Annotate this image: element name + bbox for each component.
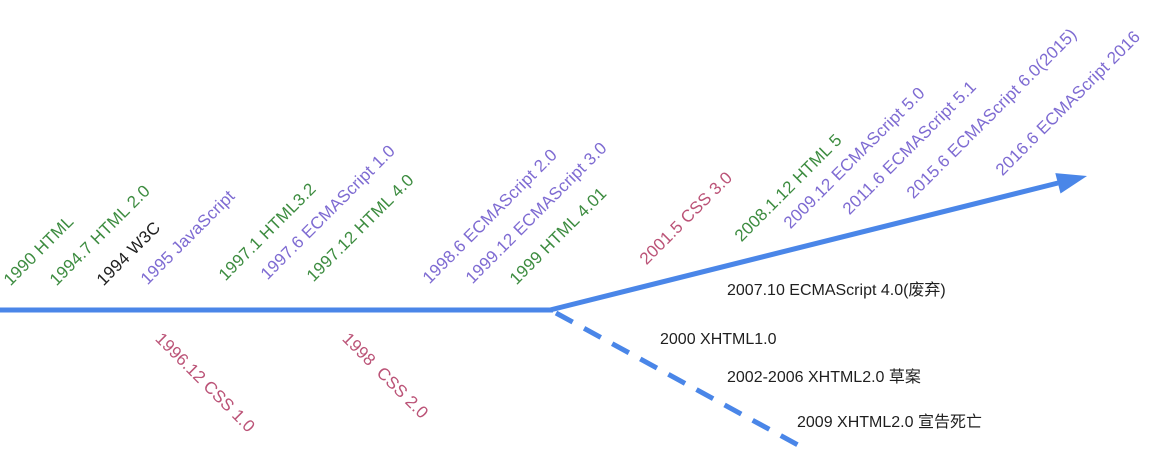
timeline-event-label: 2000 XHTML1.0 xyxy=(660,331,777,348)
timeline-event-label: 2009 XHTML2.0 宣告死亡 xyxy=(797,414,982,431)
xhtml-dead-branch-dashed-line xyxy=(554,310,800,448)
arrow-head-icon xyxy=(1055,173,1087,194)
timeline-event-label: 2007.10 ECMAScript 4.0(废弃) xyxy=(727,282,946,299)
future-branch-line xyxy=(549,180,1059,313)
timeline-event-label: 2002-2006 XHTML2.0 草案 xyxy=(727,369,921,386)
